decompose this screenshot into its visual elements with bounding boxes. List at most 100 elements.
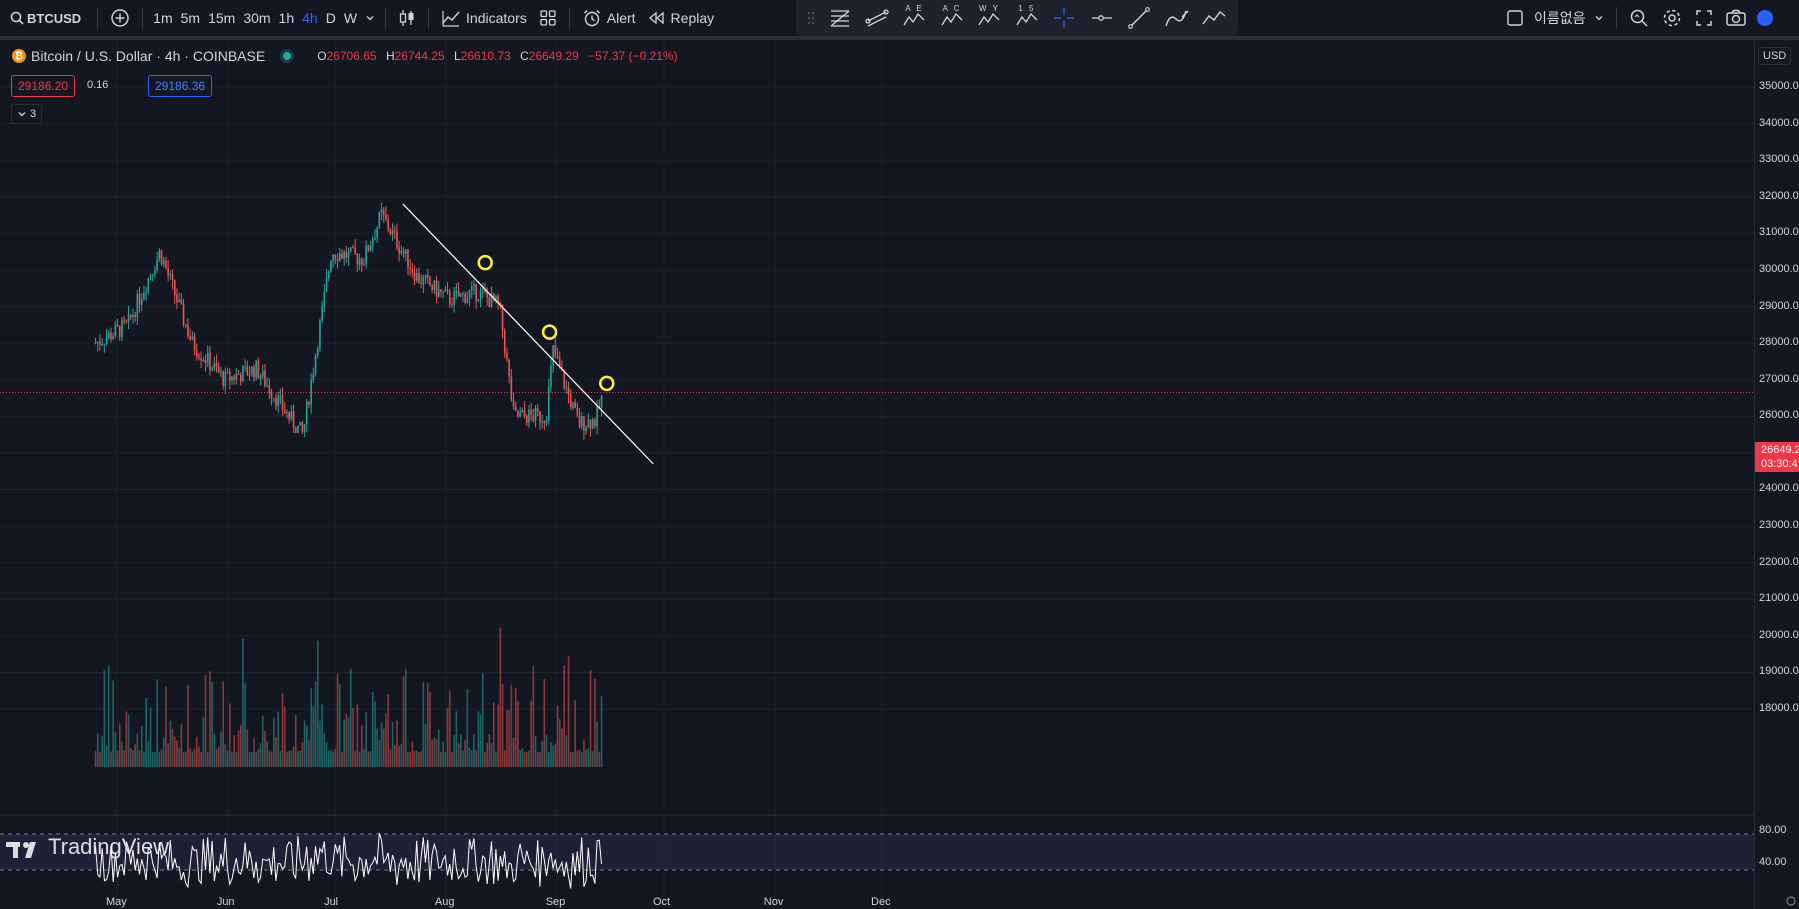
symbol-title[interactable]: Bitcoin / U.S. Dollar · 4h · COINBASE [31,48,266,64]
symbol-search-button[interactable]: BTCUSD [6,3,87,33]
quick-search-button[interactable] [1623,3,1655,33]
volume-bar [519,750,521,767]
candle-body [217,367,220,373]
volume-bar [112,680,114,767]
volume-bar [418,751,420,767]
volume-bar [215,748,218,767]
volume-bar [404,668,407,767]
candle-body [367,245,370,252]
triangle-pattern-icon[interactable]: A C [938,4,965,32]
horizontal-ray-icon[interactable] [1088,4,1115,32]
replay-button[interactable]: Replay [642,3,721,33]
candle-body [402,250,405,254]
candle-body [292,411,295,428]
drag-handle-icon[interactable] [806,4,816,32]
volume-bar [497,704,499,767]
interval-1m[interactable]: 1m [153,10,173,26]
interval-15m[interactable]: 15m [208,10,236,26]
volume-bar [413,750,416,767]
crosshair-icon[interactable] [1051,4,1078,32]
trend-line-drawing [402,203,654,465]
trend-line-icon[interactable] [1126,4,1153,32]
zoom-search-icon [1630,9,1648,27]
candle-body [429,277,431,286]
alert-button[interactable]: Alert [576,3,642,33]
candle-body [116,324,119,326]
interval-w[interactable]: W [343,10,358,26]
volume-bar [495,751,497,767]
candle-body [519,412,521,417]
templates-button[interactable] [533,3,563,33]
path-icon[interactable] [1201,4,1228,32]
volume-bar [572,751,574,767]
candle-body [347,251,350,258]
buy-price-box[interactable]: 29186.36 [148,75,213,97]
interval-d[interactable]: D [325,10,336,26]
volume-bar [367,751,370,767]
volume-bar [466,689,469,767]
volume-bar [270,751,273,767]
price-axis[interactable]: USD 35000.00 34000.00 33000.00 32000.00 3100… [1754,40,1799,909]
volume-bar [118,723,121,767]
candle-body [451,304,453,306]
candle-body [563,370,565,388]
abcd-pattern-icon[interactable]: A E [901,4,928,32]
volume-bar [191,751,194,767]
candle-body [272,398,275,400]
volume-bar [396,720,398,767]
fullscreen-button[interactable] [1689,3,1719,33]
candle-body [156,258,158,271]
snapshot-button[interactable] [1719,3,1753,33]
layout-select-button[interactable]: 이름없음 [1500,3,1610,33]
candle-body [545,420,548,424]
candle-body [114,324,117,336]
volume-bar [237,730,240,767]
time-tick: Jun [216,896,235,908]
volume-bar [233,735,235,767]
volume-bar [264,731,266,767]
volume-bar [365,711,367,767]
brush-icon[interactable] [1163,4,1190,32]
interval-1h[interactable]: 1h [278,10,295,26]
volume-bar [143,751,145,767]
candle-body [286,412,288,414]
settings-button[interactable] [1655,3,1689,33]
candle-body [407,249,409,268]
volume-bar [297,751,299,767]
candle-body [334,254,337,259]
price-chart[interactable]: TradingView [0,40,1754,909]
sell-price-box[interactable]: 29186.20 [11,75,76,97]
user-avatar[interactable] [1756,10,1773,26]
candle-body [589,419,592,429]
candle-body [391,230,394,235]
market-status-icon[interactable] [283,52,292,60]
candle-body [275,398,277,407]
volume-bar [453,735,455,767]
divider [428,7,430,29]
interval-dropdown-button[interactable] [361,3,379,33]
elliott-wave-icon[interactable]: W Y [976,4,1003,32]
candle-body [182,303,185,325]
candle-body [327,271,330,279]
compare-button[interactable] [104,3,136,33]
search-icon [10,11,24,25]
volume-bar [338,684,341,767]
indicators-button[interactable]: Indicators [435,3,533,33]
fib-retracement-icon[interactable] [826,4,853,32]
divider [142,7,144,29]
parallel-channel-icon[interactable] [863,4,890,32]
volume-bar [499,627,502,767]
impulse-wave-icon[interactable]: 1 5 [1013,4,1040,32]
candle-body [193,336,196,351]
candle-body [149,275,152,279]
volume-bar [569,751,572,767]
interval-30m[interactable]: 30m [243,10,271,26]
currency-button[interactable]: USD [1758,47,1792,65]
axis-settings-icon[interactable] [1785,895,1797,907]
interval-5m[interactable]: 5m [180,10,201,26]
collapse-indicators-button[interactable]: 3 [11,104,43,124]
interval-4h[interactable]: 4h [302,10,318,26]
volume-bar [371,691,374,767]
candle-body [171,274,174,281]
chart-type-button[interactable] [392,3,422,33]
